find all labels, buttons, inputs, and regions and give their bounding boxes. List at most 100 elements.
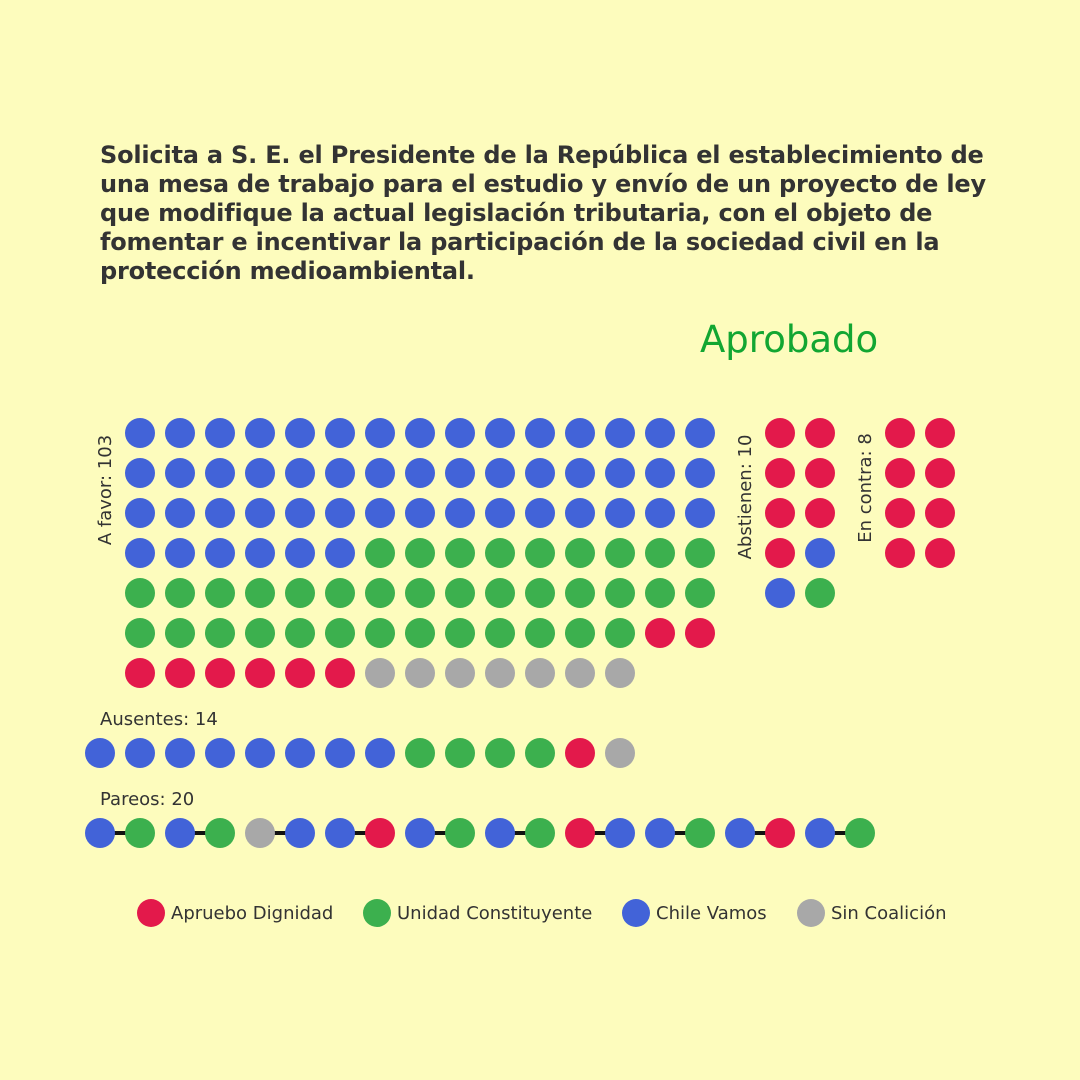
vote-dot-cv — [325, 538, 355, 568]
pareo-dot-ad — [565, 818, 595, 848]
vote-dot-uc — [125, 618, 155, 648]
vote-dot-uc — [365, 618, 395, 648]
vote-dot-uc — [525, 738, 555, 768]
vote-dot-ad — [165, 658, 195, 688]
vote-dot-uc — [565, 618, 595, 648]
pareo-dot-uc — [685, 818, 715, 848]
vote-dot-cv — [285, 458, 315, 488]
vote-dot-uc — [405, 738, 435, 768]
vote-result: Aprobado — [700, 318, 879, 361]
pareo-dot-cv — [325, 818, 355, 848]
vote-dot-cv — [565, 498, 595, 528]
vote-dot-uc — [405, 578, 435, 608]
vote-dot-cv — [645, 418, 675, 448]
pareo-dot-cv — [85, 818, 115, 848]
vote-dot-ad — [925, 458, 955, 488]
pareo-dot-cv — [285, 818, 315, 848]
vote-dot-uc — [365, 578, 395, 608]
pareo-dot-cv — [725, 818, 755, 848]
vote-dot-uc — [805, 578, 835, 608]
vote-dot-uc — [445, 538, 475, 568]
vote-dot-cv — [605, 458, 635, 488]
label-pareos: Pareos: 20 — [100, 789, 194, 810]
legend-label-ad: Apruebo Dignidad — [171, 903, 333, 924]
vote-dot-cv — [685, 458, 715, 488]
vote-dot-cv — [325, 458, 355, 488]
pareo-dot-cv — [645, 818, 675, 848]
vote-dot-ad — [285, 658, 315, 688]
pareo-dot-uc — [445, 818, 475, 848]
vote-dot-cv — [485, 458, 515, 488]
vote-dot-uc — [485, 538, 515, 568]
vote-dot-uc — [285, 578, 315, 608]
vote-dot-cv — [85, 738, 115, 768]
vote-dot-ad — [805, 458, 835, 488]
vote-dot-ad — [925, 498, 955, 528]
vote-dot-cv — [685, 418, 715, 448]
vote-dot-ad — [885, 498, 915, 528]
pareo-dot-cv — [165, 818, 195, 848]
group-a-favor — [125, 418, 715, 688]
vote-dot-cv — [405, 418, 435, 448]
vote-dot-uc — [605, 578, 635, 608]
vote-dot-cv — [685, 498, 715, 528]
vote-dot-ad — [925, 418, 955, 448]
vote-dot-uc — [365, 538, 395, 568]
legend-label-cv: Chile Vamos — [656, 903, 767, 924]
pareo-dot-uc — [125, 818, 155, 848]
pareo-dot-ad — [365, 818, 395, 848]
vote-dot-ad — [765, 458, 795, 488]
vote-dot-uc — [205, 618, 235, 648]
group-abstienen — [765, 418, 835, 608]
vote-dot-uc — [445, 738, 475, 768]
vote-dot-cv — [125, 498, 155, 528]
vote-dot-sc — [365, 658, 395, 688]
legend-swatch-cv — [622, 899, 650, 927]
vote-dot-cv — [365, 418, 395, 448]
pareo-dot-ad — [765, 818, 795, 848]
vote-dot-cv — [245, 538, 275, 568]
pareo-dot-cv — [605, 818, 635, 848]
vote-dot-uc — [605, 618, 635, 648]
vote-dot-uc — [325, 578, 355, 608]
vote-dot-uc — [405, 538, 435, 568]
vote-dot-uc — [165, 618, 195, 648]
vote-dot-cv — [245, 418, 275, 448]
legend: Apruebo Dignidad Unidad Constituyente Chil… — [137, 899, 947, 927]
vote-dot-uc — [285, 618, 315, 648]
vote-dot-ad — [685, 618, 715, 648]
vote-dot-uc — [205, 578, 235, 608]
vote-dot-uc — [605, 538, 635, 568]
vote-dot-cv — [485, 418, 515, 448]
pareo-dot-uc — [845, 818, 875, 848]
vote-dot-uc — [525, 578, 555, 608]
vote-dot-cv — [205, 538, 235, 568]
vote-dot-cv — [245, 498, 275, 528]
vote-dot-sc — [485, 658, 515, 688]
vote-dot-cv — [525, 498, 555, 528]
vote-dot-cv — [565, 418, 595, 448]
vote-dot-ad — [765, 418, 795, 448]
vote-dot-uc — [645, 578, 675, 608]
vote-dot-uc — [405, 618, 435, 648]
pareo-dot-sc — [245, 818, 275, 848]
vote-dot-cv — [125, 738, 155, 768]
vote-dot-cv — [805, 538, 835, 568]
vote-dot-cv — [405, 458, 435, 488]
group-pareos — [85, 818, 875, 848]
group-ausentes — [85, 738, 635, 768]
vote-dot-cv — [325, 738, 355, 768]
legend-swatch-uc — [363, 899, 391, 927]
vote-dot-ad — [885, 538, 915, 568]
vote-dot-sc — [605, 738, 635, 768]
vote-dot-cv — [525, 458, 555, 488]
label-abstienen: Abstienen: 10 — [735, 435, 756, 560]
vote-dot-cv — [165, 738, 195, 768]
vote-dot-cv — [525, 418, 555, 448]
vote-dot-uc — [685, 578, 715, 608]
vote-dot-uc — [445, 618, 475, 648]
vote-dot-ad — [645, 618, 675, 648]
vote-dot-cv — [565, 458, 595, 488]
legend-label-uc: Unidad Constituyente — [397, 903, 592, 924]
vote-dot-cv — [205, 498, 235, 528]
